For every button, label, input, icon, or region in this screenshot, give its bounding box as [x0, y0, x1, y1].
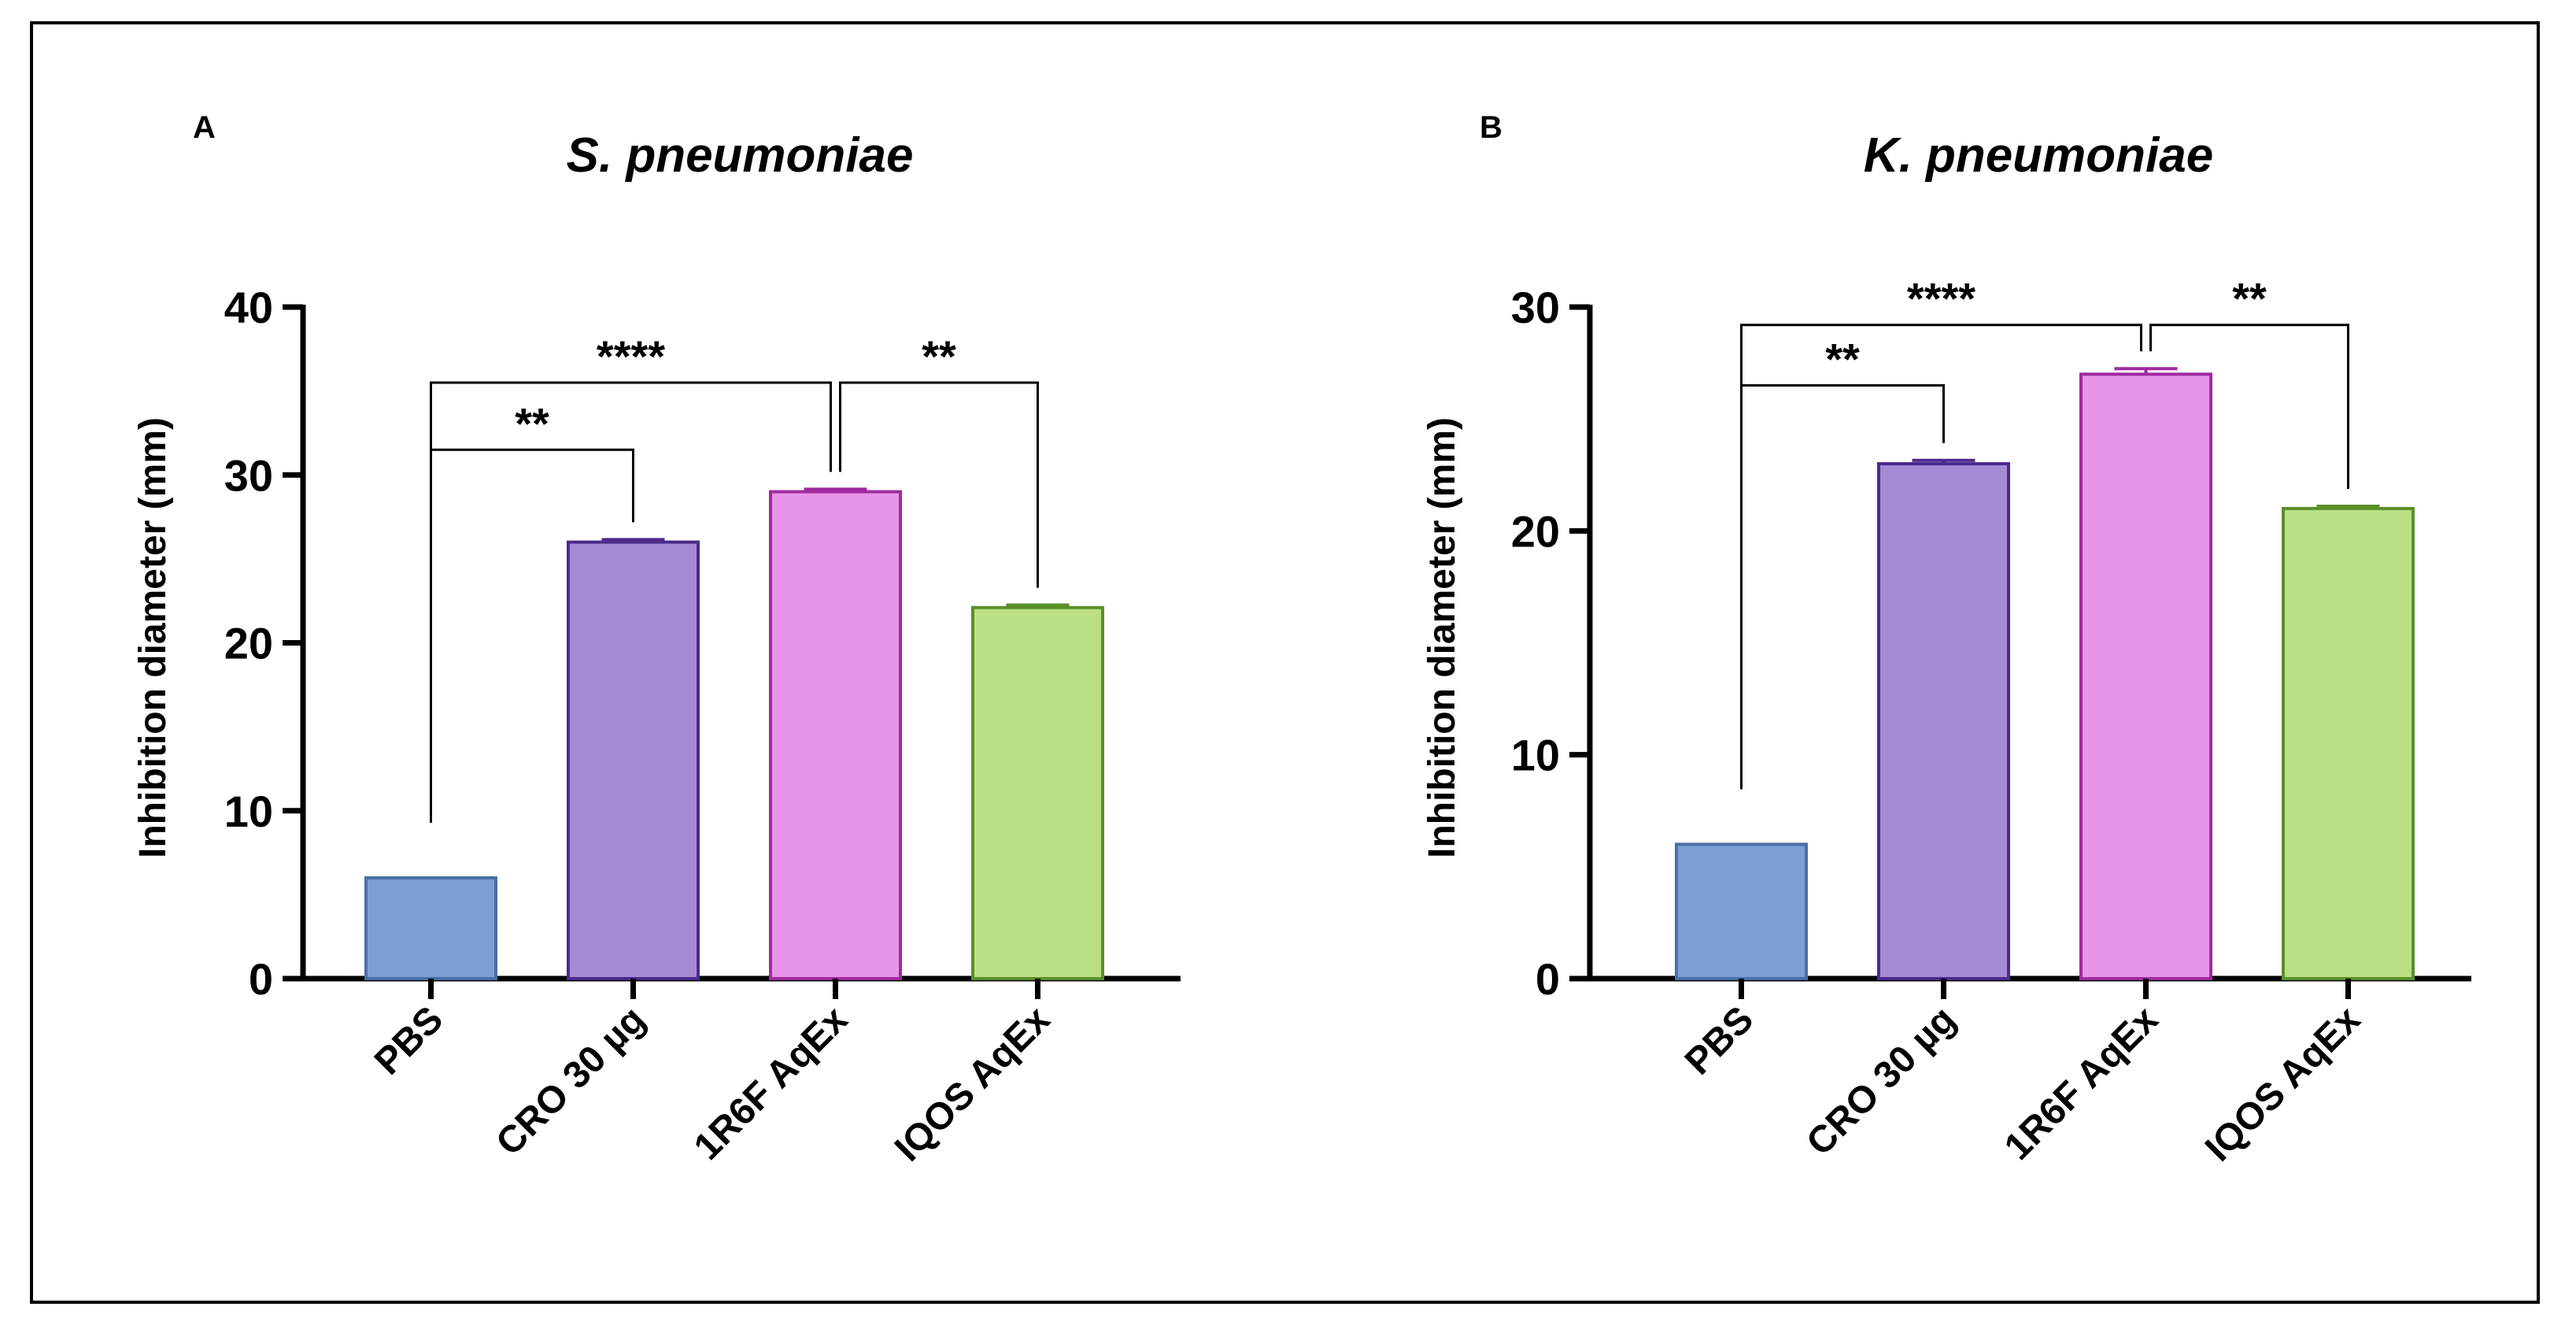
panel-a-y-tick-label: 10 [224, 787, 273, 836]
panel-a-bar [567, 540, 700, 980]
panel-a-title: S. pneumoniae [567, 128, 914, 183]
panel-a-y-axis-title: Inhibition diameter (mm) [132, 417, 174, 858]
panel-b-title: K. pneumoniae [1864, 128, 2213, 183]
panel-a-category-label: PBS [367, 998, 451, 1083]
panel-a-significance-label: ** [515, 398, 549, 448]
panel-b-bar [1675, 842, 1808, 981]
figure-frame [30, 21, 2540, 1304]
panel-a-y-tick-label: 40 [224, 283, 273, 332]
panel-b-y-tick-label: 20 [1511, 506, 1560, 556]
panel-b-y-axis-title: Inhibition diameter (mm) [1421, 417, 1463, 858]
panel-b-bar [1877, 462, 2010, 980]
panel-a-category-label: CRO 30 µg [488, 998, 653, 1164]
panel-a-y-tick-label: 20 [224, 619, 273, 668]
panel-b-significance-label: ** [1825, 335, 1860, 384]
panel-a-category-label: 1R6F AqEx [686, 998, 856, 1168]
panel-a-bar [769, 490, 902, 980]
panel-b-significance-label: **** [1907, 274, 1975, 324]
panel-a-significance-label: **** [597, 331, 665, 381]
panel-a-bar [971, 605, 1104, 981]
panel-a-significance-label: ** [922, 331, 956, 381]
panel-b-category-label: IQOS AqEx [2197, 998, 2368, 1169]
panel-b-category-label: 1R6F AqEx [1997, 998, 2167, 1168]
panel-b-significance-bracket [2149, 324, 2349, 490]
panel-b-letter: B [1480, 110, 1502, 145]
panel-a-significance-bracket [430, 381, 832, 824]
panel-b-y-tick-label: 0 [1536, 954, 1560, 1004]
panel-b-bar [2079, 372, 2212, 980]
panel-b-y-tick-label: 30 [1511, 283, 1560, 332]
panel-a-y-tick-label: 30 [224, 450, 273, 500]
panel-b-significance-label: ** [2232, 274, 2267, 324]
panel-a-plot: 0 10 20 30 40 PBS CRO 30 µg 1R6F AqEx IQOS AqEx *… [224, 283, 1181, 1170]
panel-b-bar [2282, 506, 2415, 980]
panel-a-letter: A [193, 110, 216, 145]
panel-b-category-label: PBS [1677, 998, 1761, 1083]
panel-a-category-label: IQOS AqEx [887, 998, 1058, 1169]
panel-a-bar [364, 876, 497, 981]
panel-b-category-label: CRO 30 µg [1798, 998, 1964, 1164]
panel-b-significance-bracket [1740, 324, 2142, 790]
panel-a-y-tick-label: 0 [249, 954, 273, 1004]
panel-a-significance-bracket [839, 381, 1039, 588]
panel-b-y-tick-label: 10 [1511, 731, 1560, 780]
